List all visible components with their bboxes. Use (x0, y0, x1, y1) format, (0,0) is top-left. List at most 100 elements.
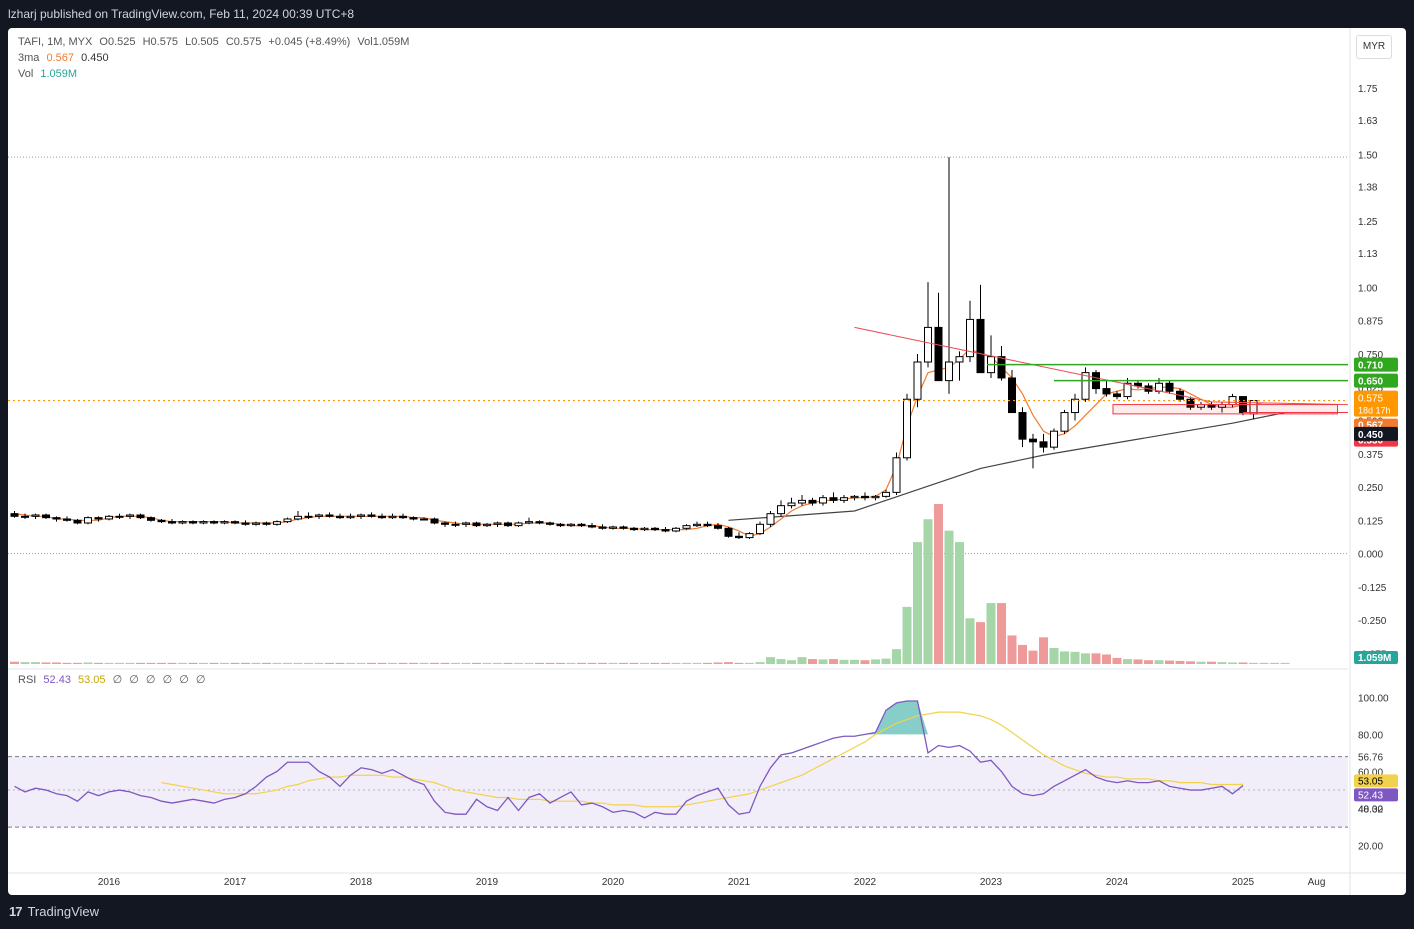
candle-body (147, 517, 155, 521)
candle-body (735, 535, 743, 539)
price-tick-label: 1.63 (1358, 116, 1378, 127)
candle-body (367, 514, 376, 517)
volume-tag-bg (1354, 651, 1398, 664)
time-tick-label: 2024 (1106, 877, 1129, 888)
rsi-tick-label: 60.00 (1358, 768, 1383, 779)
chart-canvas[interactable]: 1.751.631.501.381.251.131.000.8750.7500.… (8, 28, 1406, 895)
candle-body (73, 519, 82, 524)
last-price-label: 0.575 (1358, 394, 1383, 405)
volume-bar (335, 662, 345, 664)
legend-symbol: TAFI, 1M, MYX (18, 36, 93, 48)
candle-body (262, 522, 271, 525)
volume-bar (902, 606, 912, 664)
price-tick-label: 0.750 (1358, 350, 1383, 361)
candle-body (945, 361, 953, 382)
candle-body (1029, 438, 1037, 443)
price-tick-label: 0.375 (1358, 450, 1383, 461)
volume-bar (1186, 661, 1195, 664)
rsi-ma-legend-value: 53.05 (78, 674, 106, 686)
candle-body (1102, 388, 1111, 395)
volume-bar (1091, 653, 1101, 664)
price-tick-label: 1.13 (1358, 249, 1378, 260)
rsi-extra-2: ∅ (129, 674, 139, 686)
candle-body (252, 522, 260, 525)
volume-bar (461, 662, 471, 664)
candle-body (294, 515, 302, 520)
candle-body (483, 523, 491, 527)
volume-bar (986, 603, 996, 664)
volume-bar (314, 662, 324, 664)
candle-body (21, 515, 29, 518)
candle-body (399, 515, 407, 519)
last-price-bg (1354, 390, 1398, 417)
volume-bar (640, 662, 649, 664)
candle-body (336, 515, 344, 519)
volume-bar (1018, 644, 1027, 664)
legend-high: H0.575 (142, 36, 179, 48)
price-tick-label: 0.000 (1358, 550, 1383, 561)
candle-body (178, 521, 187, 524)
volume-bar (745, 662, 754, 664)
candle-body (546, 522, 554, 525)
volume-bar (1165, 660, 1174, 664)
chart-frame: 1.75 1.63 1.50 1.38 1.25 1.13 1.00 0.875 0.750 0.… (8, 28, 1406, 895)
candle-body (567, 523, 575, 527)
price-tick-label: 0.625 (1358, 383, 1383, 394)
candle-body (115, 515, 124, 518)
candle-body (126, 514, 134, 517)
rsi-overbought-fill (865, 700, 928, 735)
volume-bar (83, 662, 93, 664)
candle-body (42, 514, 50, 519)
volume-bar (62, 662, 72, 664)
candle-body (861, 495, 869, 499)
volume-bar (409, 662, 418, 664)
volume-bar (566, 662, 576, 664)
legend-open: O0.525 (99, 36, 136, 48)
candle-body (220, 521, 229, 524)
volume-bar (766, 657, 775, 664)
volume-bar (598, 662, 607, 664)
candle-body (609, 526, 617, 529)
candle-body (84, 517, 92, 524)
volume-bar (304, 662, 313, 664)
rsi-extra-6: ∅ (195, 674, 206, 686)
volume-bar (41, 662, 51, 664)
time-tick-label: 2016 (98, 877, 121, 888)
volume-bar (1133, 659, 1143, 664)
candle-body (997, 356, 1006, 379)
price-tick-label: 0.250 (1358, 483, 1383, 494)
time-tick-label: 2018 (350, 877, 373, 888)
volume-bar (703, 662, 712, 664)
candle-body (588, 525, 596, 528)
time-tick-label: 2021 (728, 877, 751, 888)
candle-body (640, 527, 649, 531)
volume-bar (692, 662, 702, 664)
volume-bar (115, 662, 124, 664)
volume-bar (125, 662, 135, 664)
volume-bar (10, 661, 19, 664)
ma-legend-label: 3ma (18, 52, 40, 64)
volume-bar (556, 662, 565, 664)
volume-bar (398, 662, 408, 664)
volume-bar (272, 662, 282, 664)
candle-body (651, 527, 659, 531)
price-tick-label: -0.250 (1358, 616, 1387, 627)
volume-bar (52, 662, 61, 664)
price-tick-label: 0.125 (1358, 516, 1383, 527)
candle-body (1134, 382, 1142, 387)
volume-bar (724, 662, 733, 664)
time-tick-label: Aug (1308, 877, 1326, 888)
candle-body (1060, 412, 1069, 432)
volume-bar (934, 504, 943, 664)
volume-bar (619, 662, 628, 664)
volume-bar (661, 662, 670, 664)
candle-body (966, 318, 974, 358)
volume-bar (472, 662, 481, 664)
volume-bar (587, 662, 597, 664)
currency-button[interactable]: MYR (1356, 35, 1392, 59)
volume-bar (251, 662, 261, 664)
volume-bar (755, 662, 765, 664)
candle-body (924, 326, 932, 363)
ma-slow-line (728, 411, 1286, 521)
res1-price-label-bg (1354, 357, 1398, 372)
